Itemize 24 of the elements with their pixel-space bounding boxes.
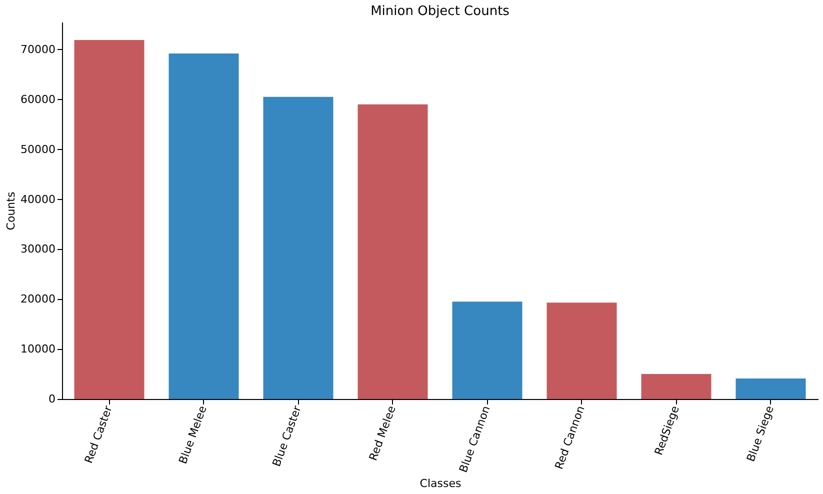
x-axis-title: Classes bbox=[420, 476, 462, 490]
y-tick-label: 10000 bbox=[20, 342, 56, 356]
bar bbox=[641, 374, 712, 399]
bar bbox=[263, 96, 334, 399]
y-tick-label: 70000 bbox=[20, 42, 56, 56]
bar bbox=[358, 104, 428, 399]
chart-title: Minion Object Counts bbox=[370, 4, 510, 19]
x-tick-label: Blue Siege bbox=[744, 404, 776, 464]
x-tick-label: Red Melee bbox=[366, 404, 398, 462]
bar bbox=[74, 40, 144, 399]
y-tick-label: 60000 bbox=[20, 92, 56, 106]
x-tick-label: Red Caster bbox=[82, 404, 116, 466]
x-tick-label: Blue Caster bbox=[270, 404, 304, 468]
y-tick-label: 50000 bbox=[20, 142, 56, 156]
y-tick-label: 40000 bbox=[20, 192, 56, 206]
bar bbox=[168, 53, 239, 399]
x-tick-label: Blue Melee bbox=[176, 404, 210, 466]
y-tick-label: 20000 bbox=[20, 292, 56, 306]
y-tick-label: 30000 bbox=[20, 242, 56, 256]
y-axis-title: Counts bbox=[4, 192, 18, 230]
bar bbox=[452, 302, 522, 399]
bar bbox=[546, 302, 617, 399]
bar bbox=[736, 378, 806, 399]
y-tick-label: 0 bbox=[48, 392, 56, 406]
